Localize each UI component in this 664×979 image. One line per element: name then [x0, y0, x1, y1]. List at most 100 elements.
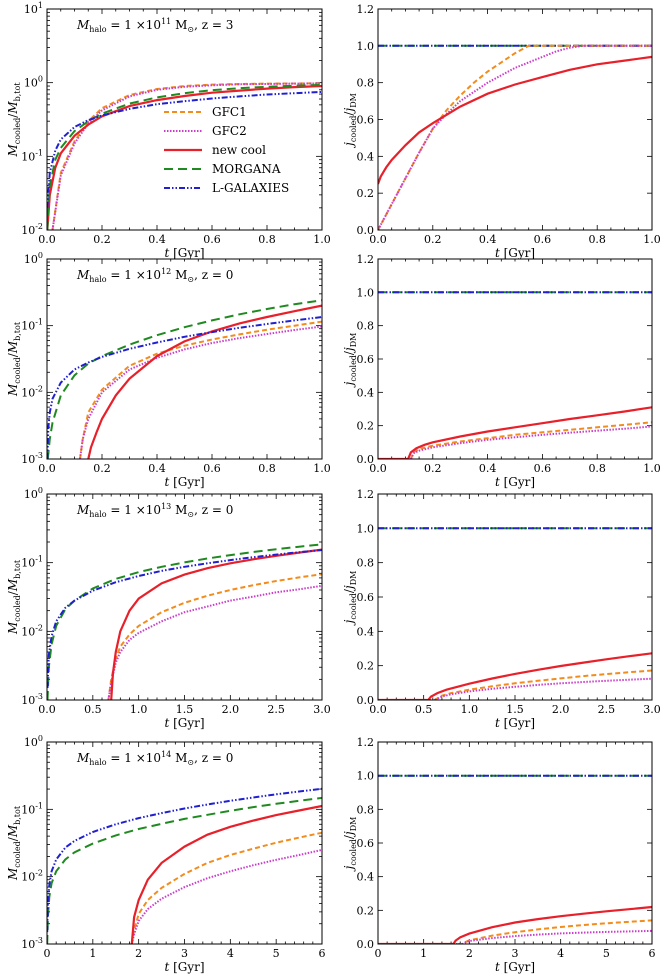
- x-tick-label: 1.0: [643, 462, 661, 475]
- axes-frame: [46, 258, 323, 460]
- series-line-gfc2: [378, 44, 652, 230]
- series-group: [47, 787, 322, 944]
- legend-label: MORGANA: [212, 162, 281, 176]
- series-line-new-cool: [110, 548, 322, 700]
- halo-annotation: Mhalo = 1 ×1011 M⊙, z = 3: [76, 17, 233, 34]
- x-tick-label: 3.0: [643, 703, 661, 716]
- series-line-morgana: [47, 84, 322, 230]
- x-tick-label: 1.5: [176, 703, 194, 716]
- x-tick-label: 3.0: [313, 703, 331, 716]
- series-group: [47, 299, 322, 459]
- x-tick-label: 0.2: [424, 462, 442, 475]
- x-tick-label: 2: [466, 947, 473, 960]
- x-tick-label: 1.0: [643, 233, 661, 246]
- legend: GFC1 GFC2 new cool MORGANA L-GALAXIES: [164, 105, 289, 195]
- y-tick-label: 10-2: [21, 384, 43, 399]
- panel-1-mass: 0.0 0.2 0.4 0.6 0.8 1.0 10-2 10-1 100 101 t [Gyr] M…: [6, 1, 331, 260]
- series-line-gfc1: [378, 919, 652, 944]
- y-tick-label: 1.2: [357, 488, 375, 501]
- x-tick-label: 5: [273, 947, 280, 960]
- x-tick-label: 0.2: [424, 233, 442, 246]
- x-tick-label: 1.0: [313, 233, 331, 246]
- y-tick-label: 0.2: [357, 660, 375, 673]
- series-line-l-galaxies: [47, 787, 322, 933]
- y-tick-label: 10-3: [21, 451, 43, 466]
- series-group: [47, 543, 322, 700]
- y-tick-label: 0.0: [357, 694, 375, 707]
- y-axis-label: jcooled/jDM: [342, 333, 358, 389]
- series-line-gfc2: [107, 584, 322, 700]
- y-tick-label: 10-2: [21, 623, 43, 638]
- series-line-morgana: [47, 543, 322, 700]
- series-line-new-cool: [87, 304, 322, 459]
- series-line-gfc1: [107, 573, 322, 700]
- legend-label: GFC2: [212, 124, 247, 138]
- x-tick-label: 0.4: [479, 462, 497, 475]
- x-tick-label: 0.8: [258, 462, 276, 475]
- axes-frame: [377, 8, 653, 231]
- y-axis-label: Mcooled/Mb,tot: [6, 321, 22, 397]
- x-tick-label: 3: [181, 947, 188, 960]
- y-tick-label: 0.8: [357, 320, 375, 333]
- y-tick-label: 0.2: [357, 187, 375, 200]
- x-tick-label: 0.6: [203, 462, 221, 475]
- x-tick-label: 1: [89, 947, 96, 960]
- x-axis-label: t [Gyr]: [164, 716, 204, 730]
- legend-label: new cool: [212, 143, 266, 157]
- series-line-l-galaxies: [47, 549, 322, 688]
- series-line-gfc2: [51, 82, 322, 230]
- y-tick-label: 10-1: [21, 801, 43, 816]
- halo-annotation: Mhalo = 1 ×1013 M⊙, z = 0: [76, 502, 233, 519]
- x-tick-label: 2.5: [598, 703, 616, 716]
- y-tick-label: 1.2: [357, 736, 375, 749]
- axes-frame: [46, 8, 323, 231]
- y-tick-label: 100: [24, 75, 43, 90]
- y-tick-label: 0.0: [357, 453, 375, 466]
- y-tick-label: 0.6: [357, 837, 375, 850]
- series-line-new-cool: [47, 84, 322, 230]
- x-tick-label: 1.0: [461, 703, 479, 716]
- x-tick-label: 0.6: [534, 462, 552, 475]
- x-tick-label: 0.5: [84, 703, 102, 716]
- x-tick-label: 0.0: [369, 462, 387, 475]
- x-tick-label: 0.2: [93, 233, 111, 246]
- y-tick-label: 1.0: [357, 770, 375, 783]
- y-tick-label: 0.6: [357, 591, 375, 604]
- series-line-gfc1: [51, 82, 322, 230]
- x-tick-label: 0.8: [588, 462, 606, 475]
- y-axis-label: jcooled/jDM: [342, 93, 358, 149]
- panel-2-mass: 0.0 0.2 0.4 0.6 0.8 1.0 10-3 10-2 10-1 100 t [Gyr]…: [6, 251, 331, 489]
- series-line-gfc1: [130, 831, 322, 944]
- x-tick-label: 0.4: [479, 233, 497, 246]
- series-line-gfc2: [79, 325, 322, 459]
- y-tick-label: 0.4: [357, 871, 375, 884]
- x-tick-label: 1.0: [313, 462, 331, 475]
- y-tick-label: 0.8: [357, 77, 375, 90]
- x-tick-label: 1.0: [130, 703, 148, 716]
- axes-frame: [377, 258, 653, 460]
- x-tick-label: 0.4: [148, 462, 166, 475]
- x-tick-label: 5: [603, 947, 610, 960]
- y-tick-label: 0.0: [357, 938, 375, 951]
- x-axis-label: t [Gyr]: [495, 475, 535, 489]
- y-tick-label: 10-1: [21, 318, 43, 333]
- legend-label: GFC1: [212, 105, 247, 119]
- x-axis-label: t [Gyr]: [495, 246, 535, 260]
- x-tick-label: 1.5: [506, 703, 524, 716]
- legend-label: L-GALAXIES: [212, 181, 289, 195]
- halo-annotation: Mhalo = 1 ×1012 M⊙, z = 0: [76, 267, 233, 284]
- series-line-l-galaxies: [47, 90, 322, 208]
- x-tick-label: 0.0: [38, 233, 56, 246]
- x-axis-label: t [Gyr]: [495, 960, 535, 974]
- y-tick-label: 1.2: [357, 253, 375, 266]
- y-tick-label: 0.4: [357, 625, 375, 638]
- series-line-morgana: [47, 796, 322, 944]
- y-tick-label: 0.0: [357, 224, 375, 237]
- x-tick-label: 0.0: [38, 462, 56, 475]
- x-tick-label: 0.8: [258, 233, 276, 246]
- series-line-new-cool: [378, 55, 652, 185]
- y-axis-label: Mcooled/Mb,tot: [6, 559, 22, 635]
- y-tick-label: 0.6: [357, 114, 375, 127]
- series-line-gfc1: [79, 320, 322, 459]
- x-axis-label: t [Gyr]: [164, 475, 204, 489]
